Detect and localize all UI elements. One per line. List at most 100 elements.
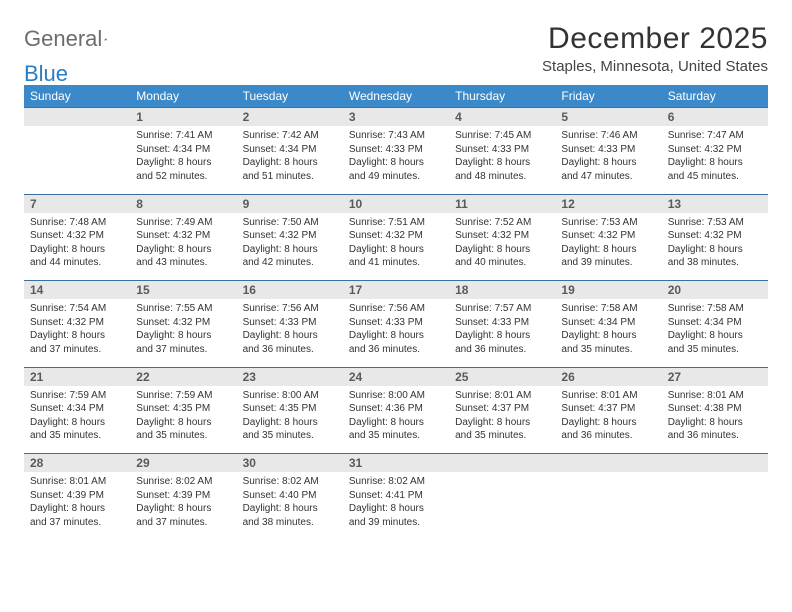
daylight-text: Daylight: 8 hours and 36 minutes. xyxy=(668,416,762,443)
daylight-text: Daylight: 8 hours and 36 minutes. xyxy=(243,329,337,356)
day-details: Sunrise: 7:45 AMSunset: 4:33 PMDaylight:… xyxy=(449,126,555,189)
day-details: Sunrise: 7:56 AMSunset: 4:33 PMDaylight:… xyxy=(237,299,343,362)
day-details: Sunrise: 7:42 AMSunset: 4:34 PMDaylight:… xyxy=(237,126,343,189)
day-details: Sunrise: 7:51 AMSunset: 4:32 PMDaylight:… xyxy=(343,213,449,276)
sunrise-text: Sunrise: 8:02 AM xyxy=(349,475,443,489)
sunset-text: Sunset: 4:33 PM xyxy=(243,316,337,330)
sunset-text: Sunset: 4:34 PM xyxy=(30,402,124,416)
daynum-cell: 7 xyxy=(24,194,130,213)
daylight-text: Daylight: 8 hours and 43 minutes. xyxy=(136,243,230,270)
day-details: Sunrise: 7:49 AMSunset: 4:32 PMDaylight:… xyxy=(130,213,236,276)
week-row: Sunrise: 7:48 AMSunset: 4:32 PMDaylight:… xyxy=(24,213,768,281)
brand-triangle-icon xyxy=(104,31,107,47)
day-number: 2 xyxy=(237,108,343,126)
sunset-text: Sunset: 4:40 PM xyxy=(243,489,337,503)
day-number: 13 xyxy=(662,195,768,213)
day-number: 25 xyxy=(449,368,555,386)
dow-header-row: Sunday Monday Tuesday Wednesday Thursday… xyxy=(24,85,768,108)
day-details: Sunrise: 7:53 AMSunset: 4:32 PMDaylight:… xyxy=(662,213,768,276)
day-details: Sunrise: 7:53 AMSunset: 4:32 PMDaylight:… xyxy=(555,213,661,276)
sunset-text: Sunset: 4:33 PM xyxy=(349,143,443,157)
daylight-text: Daylight: 8 hours and 37 minutes. xyxy=(136,329,230,356)
sunset-text: Sunset: 4:38 PM xyxy=(668,402,762,416)
day-cell xyxy=(24,126,130,194)
day-cell xyxy=(449,472,555,540)
sunset-text: Sunset: 4:33 PM xyxy=(455,143,549,157)
day-cell: Sunrise: 7:43 AMSunset: 4:33 PMDaylight:… xyxy=(343,126,449,194)
daynum-cell: 10 xyxy=(343,194,449,213)
daylight-text: Daylight: 8 hours and 52 minutes. xyxy=(136,156,230,183)
daylight-text: Daylight: 8 hours and 36 minutes. xyxy=(455,329,549,356)
day-cell: Sunrise: 7:54 AMSunset: 4:32 PMDaylight:… xyxy=(24,299,130,367)
day-number: 6 xyxy=(662,108,768,126)
title-block: December 2025 Staples, Minnesota, United… xyxy=(542,22,768,79)
daynum-cell: 28 xyxy=(24,454,130,473)
daylight-text: Daylight: 8 hours and 35 minutes. xyxy=(243,416,337,443)
day-cell: Sunrise: 8:02 AMSunset: 4:39 PMDaylight:… xyxy=(130,472,236,540)
sunset-text: Sunset: 4:32 PM xyxy=(349,229,443,243)
brand-word2: Blue xyxy=(24,61,68,86)
sunrise-text: Sunrise: 8:01 AM xyxy=(455,389,549,403)
sunset-text: Sunset: 4:35 PM xyxy=(243,402,337,416)
day-cell: Sunrise: 7:58 AMSunset: 4:34 PMDaylight:… xyxy=(555,299,661,367)
day-details: Sunrise: 8:02 AMSunset: 4:41 PMDaylight:… xyxy=(343,472,449,535)
daynum-row: 78910111213 xyxy=(24,194,768,213)
sunset-text: Sunset: 4:32 PM xyxy=(136,316,230,330)
daynum-cell: 27 xyxy=(662,367,768,386)
day-number: 17 xyxy=(343,281,449,299)
location-text: Staples, Minnesota, United States xyxy=(542,58,768,75)
day-cell: Sunrise: 7:41 AMSunset: 4:34 PMDaylight:… xyxy=(130,126,236,194)
day-number: 20 xyxy=(662,281,768,299)
day-number: 3 xyxy=(343,108,449,126)
sunset-text: Sunset: 4:32 PM xyxy=(668,229,762,243)
daylight-text: Daylight: 8 hours and 45 minutes. xyxy=(668,156,762,183)
day-number: 11 xyxy=(449,195,555,213)
day-details: Sunrise: 7:50 AMSunset: 4:32 PMDaylight:… xyxy=(237,213,343,276)
day-details: Sunrise: 7:43 AMSunset: 4:33 PMDaylight:… xyxy=(343,126,449,189)
sunset-text: Sunset: 4:36 PM xyxy=(349,402,443,416)
daylight-text: Daylight: 8 hours and 37 minutes. xyxy=(136,502,230,529)
daynum-row: 21222324252627 xyxy=(24,367,768,386)
day-details: Sunrise: 7:56 AMSunset: 4:33 PMDaylight:… xyxy=(343,299,449,362)
sunrise-text: Sunrise: 7:46 AM xyxy=(561,129,655,143)
daynum-cell: 25 xyxy=(449,367,555,386)
dow-header: Friday xyxy=(555,85,661,108)
sunset-text: Sunset: 4:32 PM xyxy=(561,229,655,243)
daylight-text: Daylight: 8 hours and 35 minutes. xyxy=(349,416,443,443)
sunrise-text: Sunrise: 7:49 AM xyxy=(136,216,230,230)
day-cell: Sunrise: 7:42 AMSunset: 4:34 PMDaylight:… xyxy=(237,126,343,194)
daynum-cell: 17 xyxy=(343,281,449,300)
daynum-row: 28293031 xyxy=(24,454,768,473)
sunset-text: Sunset: 4:32 PM xyxy=(668,143,762,157)
daynum-cell: 3 xyxy=(343,108,449,127)
daynum-cell: 31 xyxy=(343,454,449,473)
day-number: 21 xyxy=(24,368,130,386)
sunset-text: Sunset: 4:39 PM xyxy=(136,489,230,503)
sunrise-text: Sunrise: 7:59 AM xyxy=(30,389,124,403)
sunset-text: Sunset: 4:32 PM xyxy=(30,229,124,243)
sunset-text: Sunset: 4:33 PM xyxy=(349,316,443,330)
sunrise-text: Sunrise: 7:53 AM xyxy=(561,216,655,230)
day-cell: Sunrise: 7:47 AMSunset: 4:32 PMDaylight:… xyxy=(662,126,768,194)
daylight-text: Daylight: 8 hours and 44 minutes. xyxy=(30,243,124,270)
sunset-text: Sunset: 4:34 PM xyxy=(136,143,230,157)
day-cell: Sunrise: 8:01 AMSunset: 4:39 PMDaylight:… xyxy=(24,472,130,540)
sunrise-text: Sunrise: 7:42 AM xyxy=(243,129,337,143)
sunrise-text: Sunrise: 8:02 AM xyxy=(136,475,230,489)
sunrise-text: Sunrise: 7:47 AM xyxy=(668,129,762,143)
daynum-cell: 21 xyxy=(24,367,130,386)
day-cell: Sunrise: 7:59 AMSunset: 4:34 PMDaylight:… xyxy=(24,386,130,454)
daylight-text: Daylight: 8 hours and 38 minutes. xyxy=(243,502,337,529)
day-details: Sunrise: 7:41 AMSunset: 4:34 PMDaylight:… xyxy=(130,126,236,189)
week-row: Sunrise: 7:54 AMSunset: 4:32 PMDaylight:… xyxy=(24,299,768,367)
day-cell: Sunrise: 7:56 AMSunset: 4:33 PMDaylight:… xyxy=(237,299,343,367)
daylight-text: Daylight: 8 hours and 37 minutes. xyxy=(30,502,124,529)
day-number: 31 xyxy=(343,454,449,472)
daynum-cell: 29 xyxy=(130,454,236,473)
sunrise-text: Sunrise: 7:56 AM xyxy=(349,302,443,316)
day-number: 9 xyxy=(237,195,343,213)
day-number: 28 xyxy=(24,454,130,472)
day-details: Sunrise: 7:58 AMSunset: 4:34 PMDaylight:… xyxy=(662,299,768,362)
sunrise-text: Sunrise: 7:41 AM xyxy=(136,129,230,143)
brand-logo: General xyxy=(24,22,126,52)
